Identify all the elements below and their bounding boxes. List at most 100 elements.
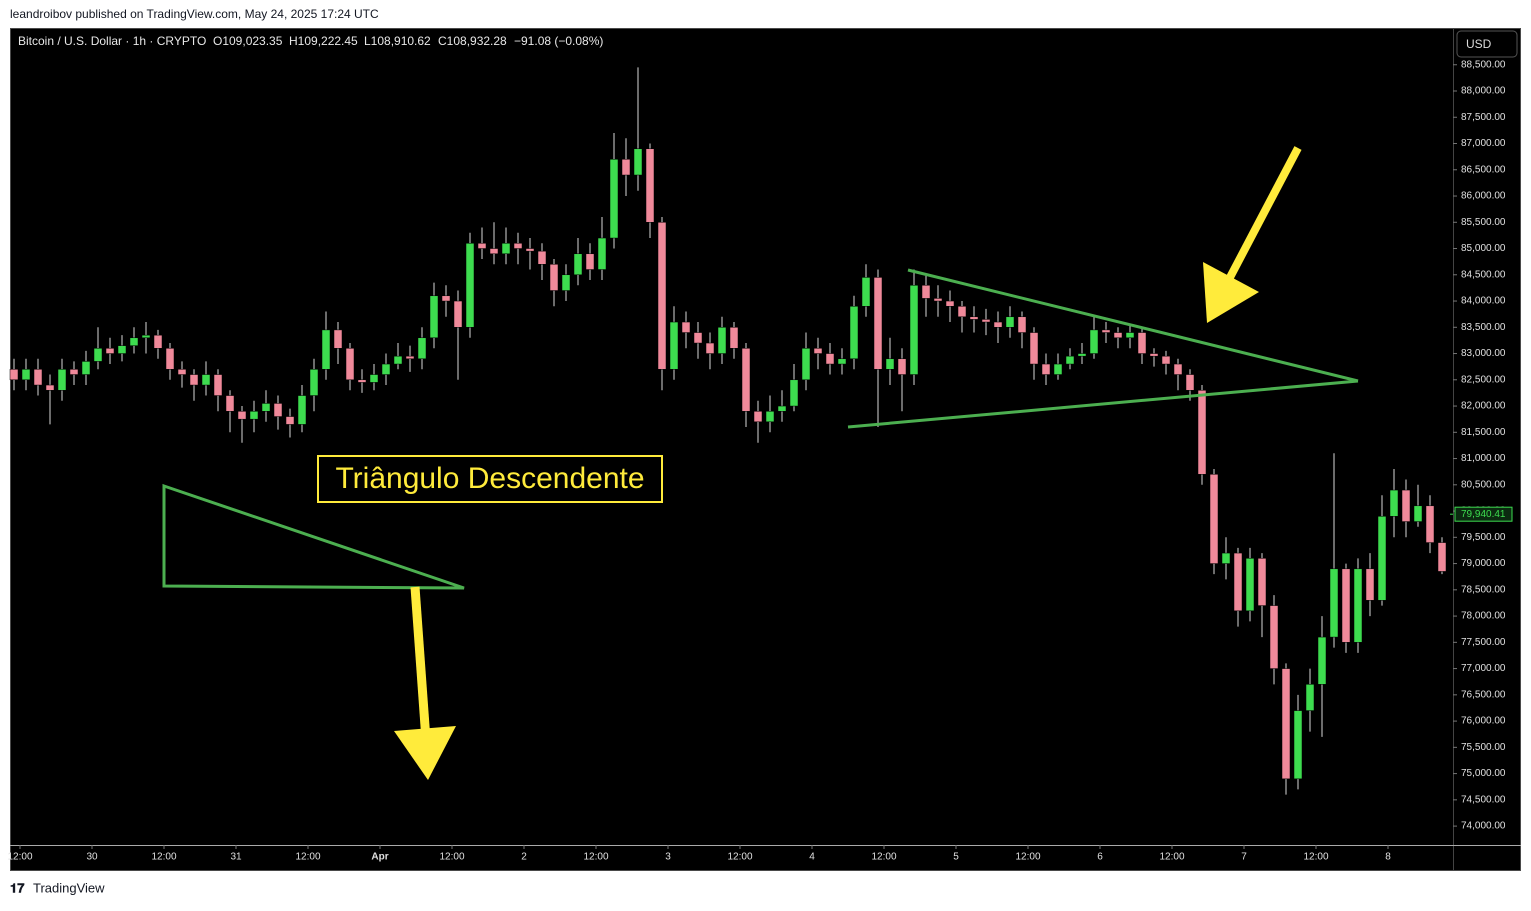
candle-body	[1401, 489, 1411, 522]
candle-body	[93, 348, 103, 362]
candle-body	[981, 319, 991, 323]
x-tick-label: 12:00	[151, 852, 176, 863]
candle-body	[1377, 516, 1387, 601]
y-tick-label: 86,500.00	[1461, 164, 1506, 175]
candle-body	[825, 353, 835, 365]
candle-body	[405, 355, 415, 360]
candle-body	[1005, 316, 1015, 328]
y-tick-label: 76,000.00	[1461, 716, 1506, 727]
candle-body	[489, 248, 499, 255]
candle-body	[1437, 542, 1447, 572]
y-tick-label: 78,000.00	[1461, 611, 1506, 622]
candle-body	[333, 329, 343, 349]
x-tick-label: Apr	[371, 852, 388, 863]
y-tick-label: 85,000.00	[1461, 243, 1506, 254]
candle-body	[1125, 332, 1135, 339]
candle-body	[1113, 332, 1123, 339]
ohlc-open: O109,023.35	[213, 34, 283, 48]
y-tick-label: 78,500.00	[1461, 584, 1506, 595]
candle-body	[465, 243, 475, 328]
candle-body	[177, 369, 187, 375]
candle-body	[141, 334, 151, 339]
annotation-box	[317, 455, 663, 503]
last-price-label: 79,940.41	[1461, 509, 1506, 520]
candle-body	[1149, 353, 1159, 357]
ohlc-close: C108,932.28	[438, 34, 507, 48]
y-tick-label: 79,500.00	[1461, 532, 1506, 543]
last-price-box	[1454, 506, 1513, 522]
arrow-head	[1203, 262, 1259, 323]
y-tick-label: 81,500.00	[1461, 427, 1506, 438]
candle-body	[1365, 568, 1375, 601]
candle-body	[393, 355, 403, 365]
candle-body	[945, 300, 955, 307]
candle-body	[1065, 355, 1075, 365]
candle-body	[381, 363, 391, 375]
candle-body	[669, 321, 679, 370]
arrow-shaft	[410, 586, 431, 741]
candle-body	[249, 411, 259, 420]
candle-body	[345, 348, 355, 381]
candle-body	[225, 395, 235, 412]
candle-body	[237, 411, 247, 420]
x-tick-label: 30	[86, 852, 98, 863]
x-tick-label: 8	[1385, 852, 1391, 863]
candle-body	[801, 348, 811, 381]
y-tick-label: 83,500.00	[1461, 322, 1506, 333]
candle-body	[1077, 353, 1087, 357]
currency[interactable]: USD	[1466, 37, 1492, 51]
candle-body	[309, 369, 319, 396]
drawings	[162, 268, 1359, 590]
x-tick-label: 7	[1241, 852, 1247, 863]
candle-body	[861, 277, 871, 307]
candle-body	[261, 403, 271, 412]
candle-body	[885, 358, 895, 370]
candle-body	[105, 348, 115, 354]
candle-body	[117, 345, 127, 354]
candle-body	[213, 374, 223, 396]
candle-body	[21, 369, 31, 381]
arrows	[394, 146, 1302, 780]
y-tick-label: 74,500.00	[1461, 794, 1506, 805]
candle-body	[1185, 374, 1195, 391]
candle-body	[513, 243, 523, 249]
candle-body	[165, 348, 175, 370]
y-tick-label: 79,000.00	[1461, 558, 1506, 569]
x-tick-label: 2	[521, 852, 527, 863]
candle-body	[81, 361, 91, 375]
y-tick-label: 74,000.00	[1461, 821, 1506, 832]
candle-body	[1281, 668, 1291, 780]
y-tick-label: 88,500.00	[1461, 59, 1506, 70]
y-tick-label: 82,500.00	[1461, 374, 1506, 385]
y-tick-label: 84,000.00	[1461, 296, 1506, 307]
publisher: leandroibov published on TradingView.com…	[10, 7, 379, 21]
candle-body	[585, 253, 595, 270]
currency-box[interactable]	[1456, 30, 1518, 58]
candle-body	[1293, 710, 1303, 780]
candle-body	[501, 243, 511, 255]
candle-body	[1089, 329, 1099, 354]
candle-body	[1389, 489, 1399, 517]
candle-body	[1173, 363, 1183, 375]
candle-body	[1017, 316, 1027, 333]
candle-body	[273, 403, 283, 417]
candle-body	[561, 274, 571, 291]
candle-body	[765, 411, 775, 423]
candle-body	[741, 348, 751, 412]
candle-body	[921, 285, 931, 299]
candle-body	[597, 237, 607, 270]
y-tick-label: 86,000.00	[1461, 191, 1506, 202]
candle-body	[477, 243, 487, 249]
x-tick-label: 12:00	[439, 852, 464, 863]
candle-body	[705, 342, 715, 354]
candle-body	[453, 300, 463, 328]
candle-body	[201, 374, 211, 386]
candle-body	[369, 374, 379, 383]
candle-body	[813, 348, 823, 354]
y-tick-label: 84,500.00	[1461, 269, 1506, 280]
candle-body	[789, 379, 799, 407]
candle-body	[1197, 390, 1207, 475]
y-tick-label: 75,000.00	[1461, 768, 1506, 779]
plot-area	[9, 67, 1447, 795]
